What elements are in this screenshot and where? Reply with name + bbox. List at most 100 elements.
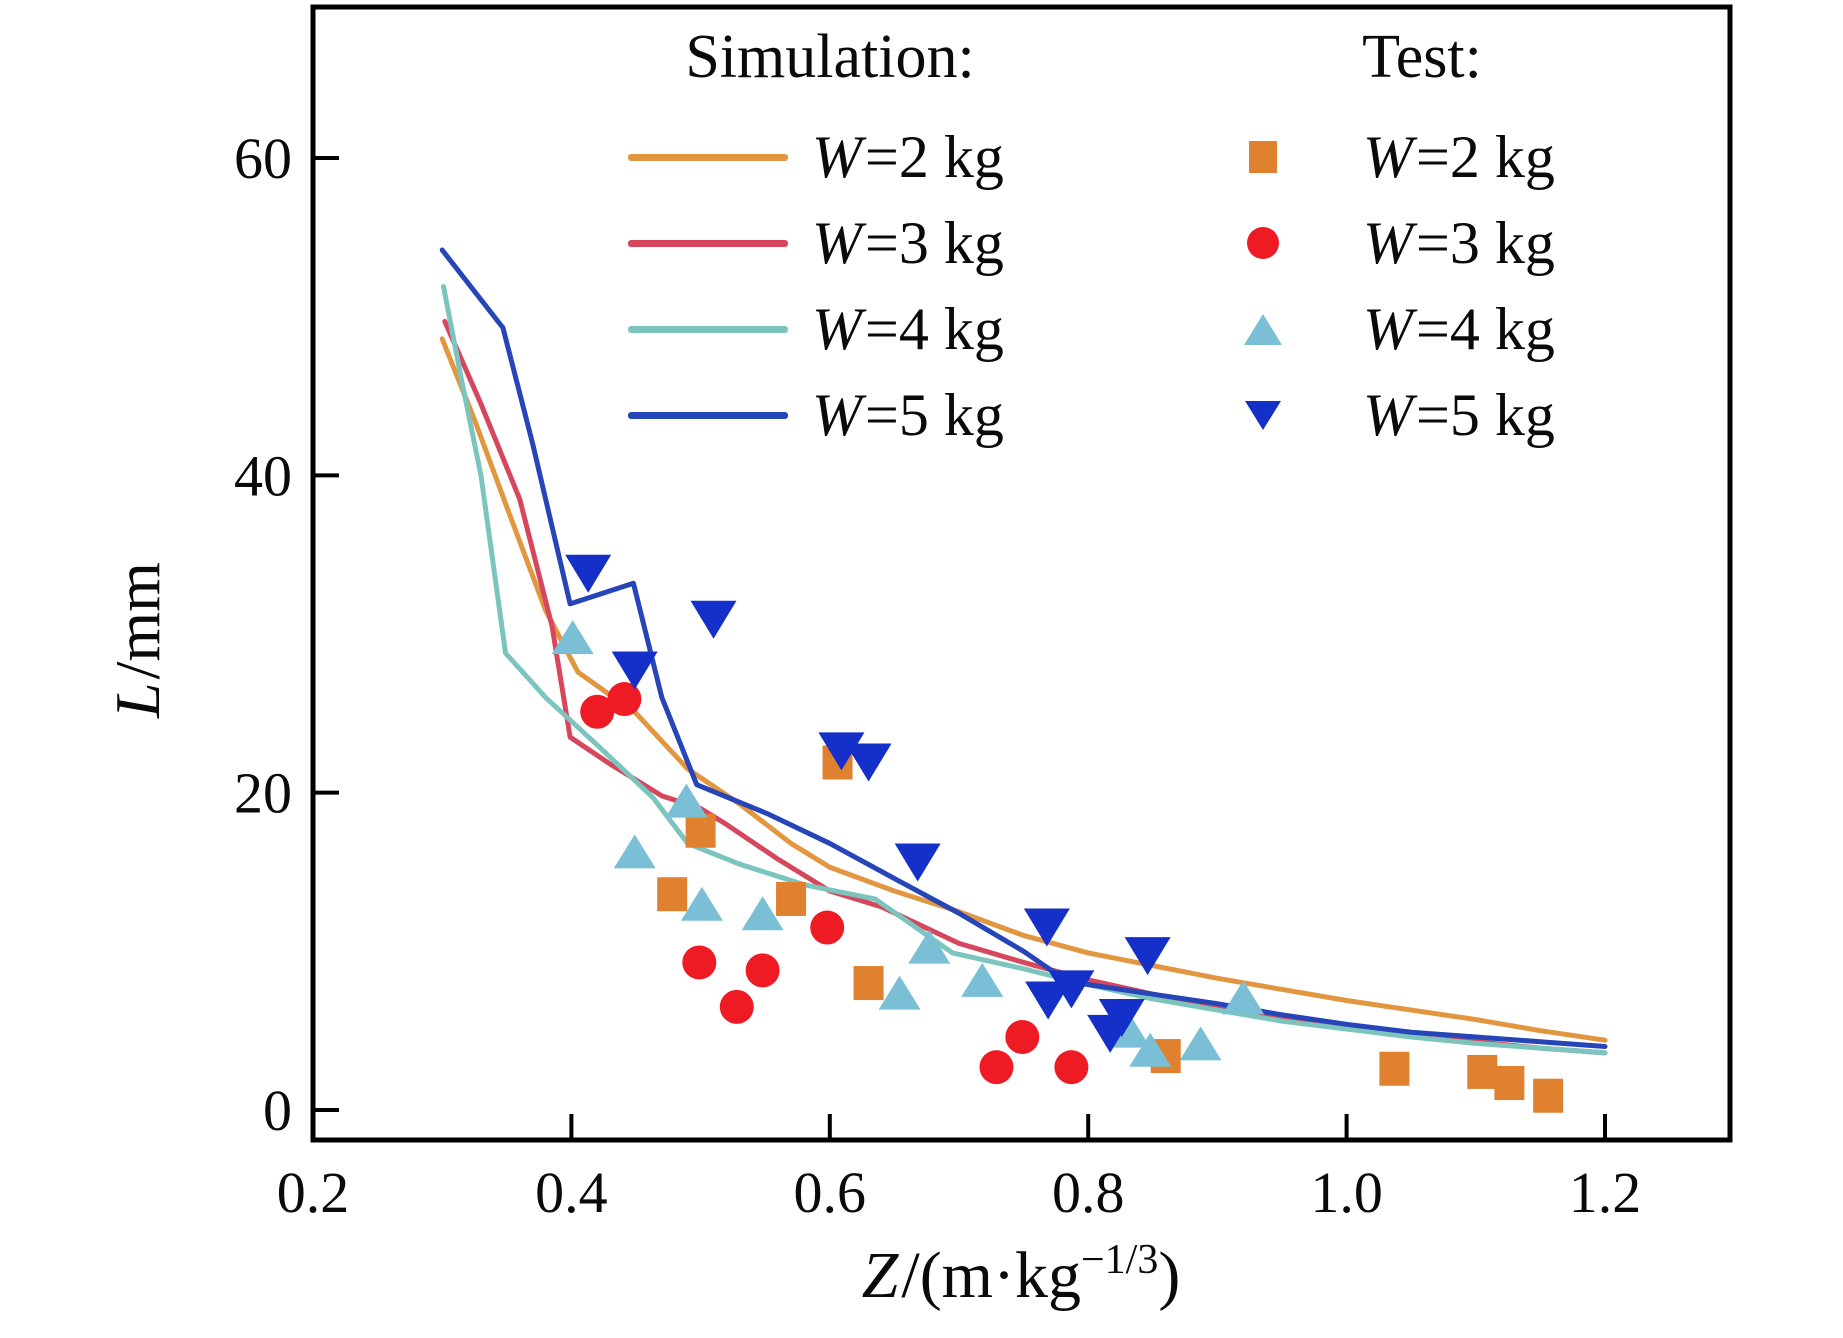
y-tick-label: 0 xyxy=(263,1078,292,1143)
legend-item-sim-w3: W=3 kg xyxy=(628,201,1004,285)
legend-label: W=5 kg xyxy=(1363,381,1555,450)
test-point-triangle-down-w5kg xyxy=(1025,981,1072,1020)
test-point-square-w2kg xyxy=(685,813,716,848)
y-tick-label: 40 xyxy=(234,443,292,508)
y-axis-variable: L xyxy=(102,682,173,718)
legend-label: W=4 kg xyxy=(812,295,1004,364)
legend-label-var: W xyxy=(1363,381,1413,448)
test-point-triangle-up-w4kg xyxy=(908,929,951,964)
test-point-triangle-up-w4kg xyxy=(961,962,1004,997)
test-point-triangle-up-w4kg xyxy=(665,783,708,818)
test-point-triangle-up-w4kg xyxy=(1179,1026,1222,1061)
test-point-triangle-down-w5kg xyxy=(1098,998,1145,1037)
plot-frame xyxy=(310,4,1733,1143)
legend-item-test-w3: W=3 kg xyxy=(1241,201,1555,285)
test-point-circle-w3kg xyxy=(1005,1020,1040,1055)
test-point-circle-w3kg xyxy=(979,1050,1014,1085)
legend-label-rest: =3 kg xyxy=(864,209,1004,276)
marker-cell xyxy=(1241,227,1285,259)
legend-heading-simulation: Simulation: xyxy=(685,23,975,91)
y-axis-unit: /mm xyxy=(102,562,173,680)
test-point-triangle-down-w5kg xyxy=(1048,970,1095,1009)
legend-label-var: W xyxy=(1363,123,1413,190)
legend-label-var: W xyxy=(812,209,862,276)
test-point-circle-w3kg xyxy=(1054,1050,1089,1085)
test-point-triangle-down-w5kg xyxy=(611,651,658,690)
legend-label-var: W xyxy=(1363,209,1413,276)
legend-label: W=4 kg xyxy=(1363,295,1555,364)
y-axis-title: L/mm xyxy=(101,562,175,718)
test-point-square-w2kg xyxy=(1533,1078,1564,1113)
sim-line-swatch-w3 xyxy=(628,239,788,247)
legend-label-var: W xyxy=(1363,295,1413,362)
test-point-circle-w3kg xyxy=(682,945,717,980)
legend-item-test-w4: W=4 kg xyxy=(1241,287,1555,371)
test-point-triangle-down-w5kg xyxy=(1124,937,1171,976)
legend-label-var: W xyxy=(812,123,862,190)
test-point-circle-w3kg xyxy=(745,953,780,988)
x-tick-label: 0.4 xyxy=(535,1160,608,1225)
sim-line-w4kg xyxy=(440,284,1608,1056)
legend-item-sim-w5: W=5 kg xyxy=(628,373,1004,457)
legend-label-rest: =5 kg xyxy=(1415,381,1555,448)
square-marker-icon xyxy=(1249,141,1277,173)
x-axis-exponent: −1/3 xyxy=(1081,1237,1159,1283)
x-tick-label: 0.2 xyxy=(277,1160,350,1225)
test-point-triangle-down-w5kg xyxy=(894,843,941,882)
x-tick-label: 1.0 xyxy=(1310,1160,1383,1225)
test-point-triangle-up-w4kg xyxy=(1129,1032,1172,1067)
legend-item-test-w5: W=5 kg xyxy=(1241,373,1555,457)
test-point-circle-w3kg xyxy=(719,989,754,1024)
legend-label: W=2 kg xyxy=(812,123,1004,192)
test-point-square-w2kg xyxy=(657,877,688,912)
circle-marker-icon xyxy=(1247,227,1279,259)
test-point-triangle-up-w4kg xyxy=(741,896,784,931)
legend-label-rest: =4 kg xyxy=(1415,295,1555,362)
x-tick-label: 0.6 xyxy=(794,1160,867,1225)
legend-item-test-w2: W=2 kg xyxy=(1241,115,1555,199)
test-point-square-w2kg xyxy=(1467,1054,1498,1089)
legend-label: W=3 kg xyxy=(812,209,1004,278)
triangle-up-marker-icon xyxy=(1244,313,1282,345)
marker-cell xyxy=(1241,313,1285,345)
legend-label-rest: =2 kg xyxy=(864,123,1004,190)
triangle-down-marker-icon xyxy=(1245,400,1281,430)
legend-label: W=2 kg xyxy=(1363,123,1555,192)
marker-cell xyxy=(1241,141,1285,173)
sim-line-swatch-w5 xyxy=(628,411,788,419)
x-axis-title: Z/(m·kg−1/3) xyxy=(640,1237,1402,1314)
test-point-circle-w3kg xyxy=(607,682,642,717)
test-point-triangle-up-w4kg xyxy=(551,620,594,655)
legend-label-rest: =3 kg xyxy=(1415,209,1555,276)
test-point-triangle-down-w5kg xyxy=(818,732,865,771)
legend-label-rest: =5 kg xyxy=(864,381,1004,448)
test-point-circle-w3kg xyxy=(810,910,845,945)
test-point-square-w2kg xyxy=(1379,1051,1410,1086)
test-point-circle-w3kg xyxy=(580,694,615,729)
test-point-triangle-up-w4kg xyxy=(1222,980,1265,1015)
y-tick-label: 60 xyxy=(234,126,292,191)
x-tick-label: 0.8 xyxy=(1052,1160,1125,1225)
x-axis-unit-close: ) xyxy=(1158,1239,1181,1312)
sim-line-w5kg xyxy=(439,247,1608,1050)
legend-item-sim-w2: W=2 kg xyxy=(628,115,1004,199)
test-point-triangle-down-w5kg xyxy=(690,600,737,639)
test-point-square-w2kg xyxy=(1494,1066,1525,1101)
legend-label-var: W xyxy=(812,295,862,362)
legend-item-sim-w4: W=4 kg xyxy=(628,287,1004,371)
test-point-triangle-down-w5kg xyxy=(565,554,612,593)
x-axis-variable: Z xyxy=(861,1239,899,1312)
test-point-triangle-up-w4kg xyxy=(878,975,921,1010)
test-point-triangle-up-w4kg xyxy=(1108,1013,1151,1048)
test-point-triangle-down-w5kg xyxy=(1023,908,1070,947)
legend-heading-test: Test: xyxy=(1362,23,1482,91)
legend-label-rest: =4 kg xyxy=(864,295,1004,362)
x-axis-unit: /(m·kg xyxy=(901,1239,1081,1312)
test-point-triangle-down-w5kg xyxy=(845,743,892,782)
legend-label: W=3 kg xyxy=(1363,209,1555,278)
legend-label: W=5 kg xyxy=(812,381,1004,450)
y-tick-label: 20 xyxy=(234,761,292,826)
test-point-square-w2kg xyxy=(776,881,807,916)
